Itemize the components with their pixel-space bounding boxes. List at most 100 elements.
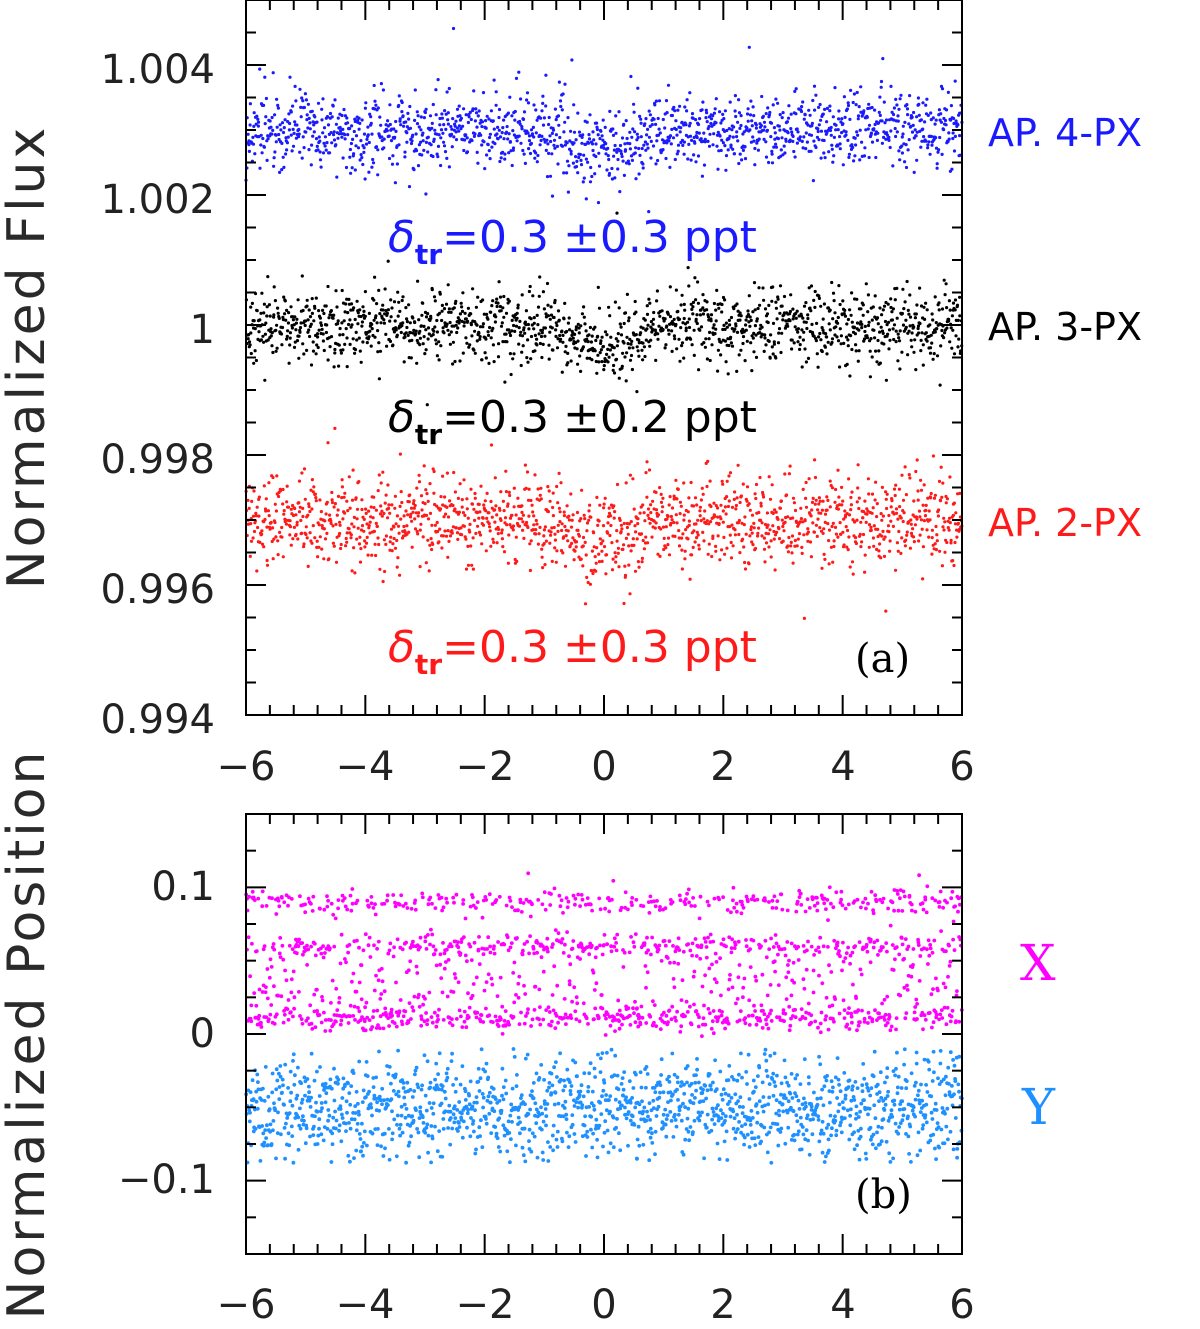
flux-point-ap-2-px (443, 529, 447, 533)
position-point-x (394, 1024, 399, 1029)
flux-point-ap-2-px (747, 502, 751, 506)
flux-point-ap-4-px (645, 133, 649, 137)
flux-point-ap-2-px (815, 534, 819, 539)
flux-point-ap-4-px (357, 127, 361, 131)
flux-point-ap-2-px (682, 518, 686, 522)
flux-point-ap-2-px (729, 540, 733, 545)
flux-point-ap-4-px (586, 160, 590, 164)
flux-point-ap-2-px (472, 507, 476, 511)
flux-point-ap-3-px (389, 298, 393, 302)
flux-point-ap-3-px (513, 329, 517, 333)
flux-point-ap-3-px (347, 297, 351, 301)
flux-point-ap-2-px (514, 513, 518, 517)
flux-point-ap-2-px (318, 498, 322, 502)
flux-point-ap-4-px (933, 122, 937, 126)
flux-point-ap-4-px (417, 125, 421, 129)
flux-point-ap-3-px (393, 319, 397, 323)
flux-point-ap-3-px (913, 338, 917, 342)
flux-point-ap-4-px (302, 146, 306, 150)
flux-point-ap-2-px (251, 514, 256, 518)
flux-point-ap-3-px (599, 348, 604, 352)
flux-point-ap-3-px (796, 327, 801, 331)
flux-point-ap-4-px (315, 144, 319, 148)
flux-point-ap-2-px (867, 523, 872, 527)
flux-point-ap-4-px (354, 134, 359, 138)
position-point-x (309, 1021, 314, 1026)
flux-point-ap-2-px (927, 535, 931, 539)
flux-point-ap-2-px (501, 545, 505, 549)
flux-point-ap-3-px (424, 315, 429, 319)
flux-point-ap-3-px (957, 337, 961, 341)
flux-point-ap-3-px (616, 332, 620, 336)
flux-point-ap-2-px (583, 517, 587, 521)
flux-point-ap-3-px (416, 279, 420, 283)
flux-point-ap-2-px (635, 537, 639, 541)
flux-point-ap-3-px (607, 305, 611, 309)
flux-point-ap-4-px (291, 104, 295, 108)
flux-point-ap-2-px (771, 524, 775, 528)
flux-point-ap-3-px (680, 344, 684, 348)
flux-point-ap-3-px (815, 321, 819, 325)
flux-point-ap-2-px (413, 527, 418, 531)
flux-point-ap-3-px (942, 278, 946, 282)
flux-point-ap-3-px (600, 360, 604, 364)
flux-point-ap-2-px (504, 490, 508, 494)
flux-point-ap-3-px (458, 359, 462, 363)
flux-point-ap-3-px (622, 321, 626, 326)
flux-point-ap-3-px (464, 317, 468, 321)
flux-point-ap-2-px (310, 478, 314, 482)
flux-point-ap-3-px (546, 314, 551, 318)
flux-point-ap-2-px (250, 499, 254, 503)
flux-point-ap-3-px (448, 342, 452, 346)
flux-point-ap-4-px (898, 97, 902, 101)
flux-point-ap-3-px (556, 309, 561, 313)
flux-point-ap-2-px (470, 502, 475, 506)
flux-point-ap-4-px (937, 148, 941, 152)
flux-point-ap-4-px (268, 119, 272, 123)
flux-point-ap-2-px (268, 527, 272, 531)
flux-point-ap-3-px (722, 323, 726, 327)
flux-point-ap-4-px (534, 151, 538, 155)
flux-point-ap-4-px (669, 142, 673, 146)
flux-point-ap-3-px (521, 344, 525, 348)
flux-point-ap-2-px (627, 563, 631, 567)
flux-point-ap-3-px (461, 351, 465, 355)
flux-point-ap-2-px (383, 501, 387, 505)
flux-point-ap-2-px (339, 546, 343, 551)
flux-point-ap-3-px (471, 287, 475, 291)
flux-point-ap-4-px (600, 134, 604, 138)
annotation-subscript: tr (415, 418, 442, 451)
flux-point-ap-3-px (362, 309, 366, 313)
flux-point-ap-3-px (762, 298, 766, 302)
flux-point-ap-4-px (275, 125, 279, 129)
flux-point-ap-4-px (488, 157, 492, 161)
flux-point-ap-3-px (473, 320, 477, 324)
flux-point-ap-4-px (577, 155, 581, 160)
flux-point-ap-3-px (792, 341, 796, 345)
flux-point-ap-3-px (270, 331, 274, 335)
flux-point-ap-4-px (354, 144, 358, 148)
flux-point-ap-3-px (538, 275, 542, 279)
flux-point-ap-4-px (639, 117, 643, 121)
flux-point-ap-3-px (585, 356, 589, 360)
flux-point-ap-2-px (392, 525, 396, 529)
flux-point-ap-2-px (682, 481, 686, 485)
flux-point-ap-4-px (638, 114, 642, 118)
flux-point-ap-3-px (726, 372, 730, 376)
flux-point-ap-2-px (659, 500, 664, 504)
flux-point-ap-4-px (940, 152, 944, 156)
flux-point-ap-4-px (304, 130, 308, 134)
flux-point-ap-4-px (619, 149, 623, 153)
flux-point-ap-4-px (953, 79, 957, 83)
flux-point-ap-4-px (391, 154, 395, 158)
flux-point-ap-2-px (291, 513, 296, 518)
flux-point-ap-2-px (872, 524, 876, 528)
position-point-x (280, 895, 284, 900)
flux-point-ap-2-px (706, 552, 710, 556)
position-point-x (338, 1022, 343, 1027)
flux-point-ap-2-px (428, 482, 432, 486)
flux-point-ap-2-px (324, 512, 328, 516)
flux-point-ap-4-px (487, 149, 491, 153)
flux-point-ap-4-px (321, 97, 325, 101)
flux-point-ap-3-px (739, 348, 743, 352)
